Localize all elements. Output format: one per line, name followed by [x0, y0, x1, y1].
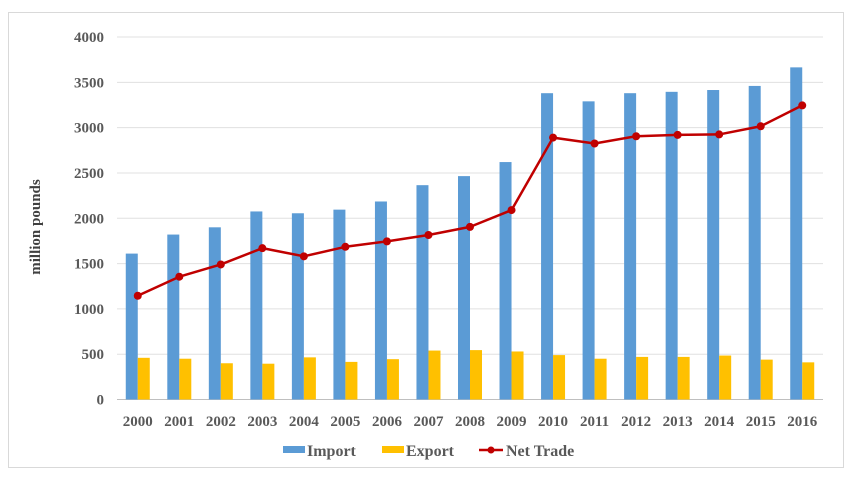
- bar-import-2002: [208, 227, 221, 400]
- bar-export-2000: [137, 357, 150, 400]
- legend-swatch-net-trade-marker: [487, 446, 495, 454]
- bar-import-2014: [707, 90, 720, 400]
- y-tick-label: 0: [97, 393, 105, 409]
- bar-import-2000: [125, 253, 138, 400]
- bar-import-2011: [582, 101, 595, 400]
- net-trade-point-2012: [632, 132, 641, 141]
- net-trade-point-2016: [798, 101, 807, 110]
- legend-swatch-import: [283, 446, 305, 453]
- bar-export-2005: [345, 361, 358, 400]
- net-trade-point-2005: [341, 242, 350, 251]
- x-tick-label: 2005: [330, 414, 360, 430]
- net-trade-point-2009: [507, 206, 516, 215]
- x-tick-label: 2016: [787, 414, 818, 430]
- x-tick-label: 2007: [413, 414, 444, 430]
- legend-swatch-export: [382, 446, 404, 453]
- x-tick-label: 2013: [663, 414, 693, 430]
- x-tick-label: 2001: [164, 414, 194, 430]
- net-trade-point-2015: [756, 122, 765, 131]
- bar-export-2004: [303, 357, 316, 400]
- y-tick-label: 3500: [74, 75, 104, 91]
- bar-import-2007: [416, 185, 429, 400]
- gridlines: [117, 36, 823, 400]
- bar-export-2006: [386, 359, 399, 400]
- x-tick-labels: 2000 2001 2002 2003 2004 2005 2006 2007 2008 2009…: [123, 414, 818, 430]
- bar-import-2012: [624, 93, 637, 400]
- x-tick-label: 2006: [372, 414, 403, 430]
- net-trade-point-2000: [133, 291, 142, 300]
- net-trade-point-2002: [216, 260, 225, 269]
- bar-export-2014: [719, 355, 732, 400]
- bar-import-2008: [458, 176, 470, 400]
- bar-export-2009: [511, 351, 524, 400]
- x-tick-label: 2011: [580, 414, 609, 430]
- bar-export-2007: [428, 350, 441, 400]
- net-trade-point-2007: [424, 231, 433, 240]
- y-tick-label: 1000: [74, 302, 104, 318]
- bar-export-2016: [802, 362, 815, 400]
- y-tick-label: 1500: [74, 257, 104, 273]
- bar-import-2015: [748, 85, 761, 400]
- x-tick-label: 2003: [247, 414, 277, 430]
- x-tick-label: 2002: [206, 414, 236, 430]
- x-tick-label: 2008: [455, 414, 485, 430]
- bar-import-2016: [790, 67, 803, 400]
- x-tick-label: 2000: [123, 414, 153, 430]
- y-tick-label: 500: [82, 347, 105, 363]
- bar-import-2009: [499, 162, 512, 400]
- bar-export-2011: [594, 358, 607, 400]
- x-tick-label: 2012: [621, 414, 651, 430]
- bar-export-2008: [470, 350, 482, 400]
- bar-import-2003: [250, 211, 263, 400]
- x-tick-label: 2004: [289, 414, 320, 430]
- bar-export-2010: [553, 355, 566, 400]
- y-tick-label: 2500: [74, 166, 104, 182]
- y-tick-label: 4000: [74, 30, 104, 46]
- bar-import-2006: [374, 201, 387, 400]
- net-trade-point-2001: [175, 272, 184, 281]
- net-trade-point-2003: [258, 244, 267, 253]
- bar-export-2002: [220, 363, 233, 400]
- net-trade-point-2011: [590, 139, 599, 148]
- legend-label: Import: [307, 443, 357, 460]
- bar-import-2004: [291, 213, 304, 400]
- bar-export-2003: [262, 363, 275, 400]
- legend-label: Export: [406, 443, 455, 460]
- legend-label: Net Trade: [506, 443, 574, 460]
- x-tick-label: 2015: [746, 414, 776, 430]
- bar-export-2013: [677, 356, 690, 400]
- net-trade-point-2004: [299, 252, 308, 261]
- x-tick-label: 2009: [497, 414, 527, 430]
- net-trade-point-2008: [466, 222, 474, 231]
- y-axis-label: million pounds: [28, 179, 44, 275]
- bar-import-2013: [665, 91, 678, 400]
- bar-export-2001: [179, 358, 192, 400]
- net-trade-point-2013: [673, 130, 682, 139]
- net-trade-point-2014: [715, 130, 724, 139]
- bar-import-2010: [541, 93, 554, 400]
- bar-import-2001: [167, 234, 180, 400]
- net-trade-line: [133, 101, 807, 300]
- net-trade-point-2010: [549, 133, 558, 142]
- bar-import-2005: [333, 209, 346, 400]
- bar-export-2015: [760, 359, 773, 400]
- x-tick-label: 2014: [704, 414, 735, 430]
- legend: Import Export Net Trade: [283, 443, 574, 460]
- bar-export-2012: [636, 356, 649, 400]
- y-tick-labels: 0 500 1000 1500 2000 2500 3000 3500 4000: [74, 30, 104, 409]
- y-tick-label: 2000: [74, 211, 104, 227]
- net-trade-point-2006: [382, 237, 391, 246]
- bars: [125, 67, 815, 400]
- y-tick-label: 3000: [74, 121, 104, 137]
- x-tick-label: 2010: [538, 414, 568, 430]
